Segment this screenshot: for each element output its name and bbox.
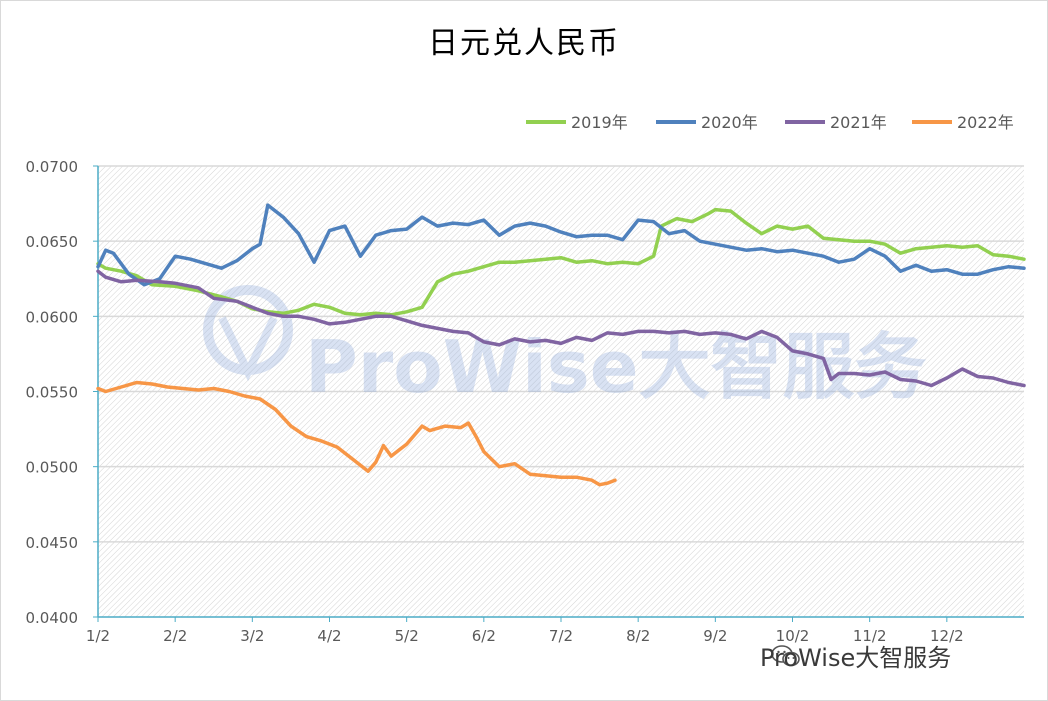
x-tick-label: 1/2 [86,627,110,645]
x-tick-label: 3/2 [240,627,264,645]
x-tick-label: 5/2 [395,627,419,645]
x-tick-label: 9/2 [703,627,727,645]
y-tick-label: 0.0400 [26,609,79,627]
x-tick-label: 8/2 [626,627,650,645]
y-tick-label: 0.0650 [26,233,79,251]
x-tick-label: 10/2 [776,627,810,645]
legend-label: 2022年 [957,113,1014,132]
watermark: ProWise大智服务 [202,285,927,409]
series-lines [96,203,1026,487]
legend-label: 2019年 [571,113,628,132]
series-line-4 [96,380,617,487]
legend-label: 2021年 [830,113,887,132]
axes: 0.0400 0.0450 0.0500 0.0550 0.0600 0.0650 0.07… [26,158,1024,645]
wechat-icon [771,645,800,667]
series-line-3 [96,269,1026,388]
y-tick-label: 0.0450 [26,534,79,552]
x-tick-label: 6/2 [472,627,496,645]
x-tick-label: 12/2 [930,627,964,645]
x-tick-label: 4/2 [317,627,341,645]
x-tick-label: 2/2 [163,627,187,645]
y-tick-label: 0.0500 [26,459,79,477]
x-tick-label: 11/2 [853,627,887,645]
legend-label: 2020年 [701,113,758,132]
x-tick-label: 7/2 [549,627,573,645]
y-tick-label: 0.0600 [26,308,79,326]
legend: 2019年 2020年 2021年 2022年 [526,113,1014,132]
footer-watermark-text: ProWise大智服务 [760,644,952,672]
y-tick-label: 0.0550 [26,384,79,402]
watermark-brand: ProWise大智服务 [305,325,927,409]
chart-title: 日元兑人民币 [428,26,620,61]
series-line-2 [96,203,1026,287]
y-tick-label: 0.0700 [26,158,79,176]
watermark-logo-icon [202,285,294,375]
grid-lines [98,165,1024,543]
